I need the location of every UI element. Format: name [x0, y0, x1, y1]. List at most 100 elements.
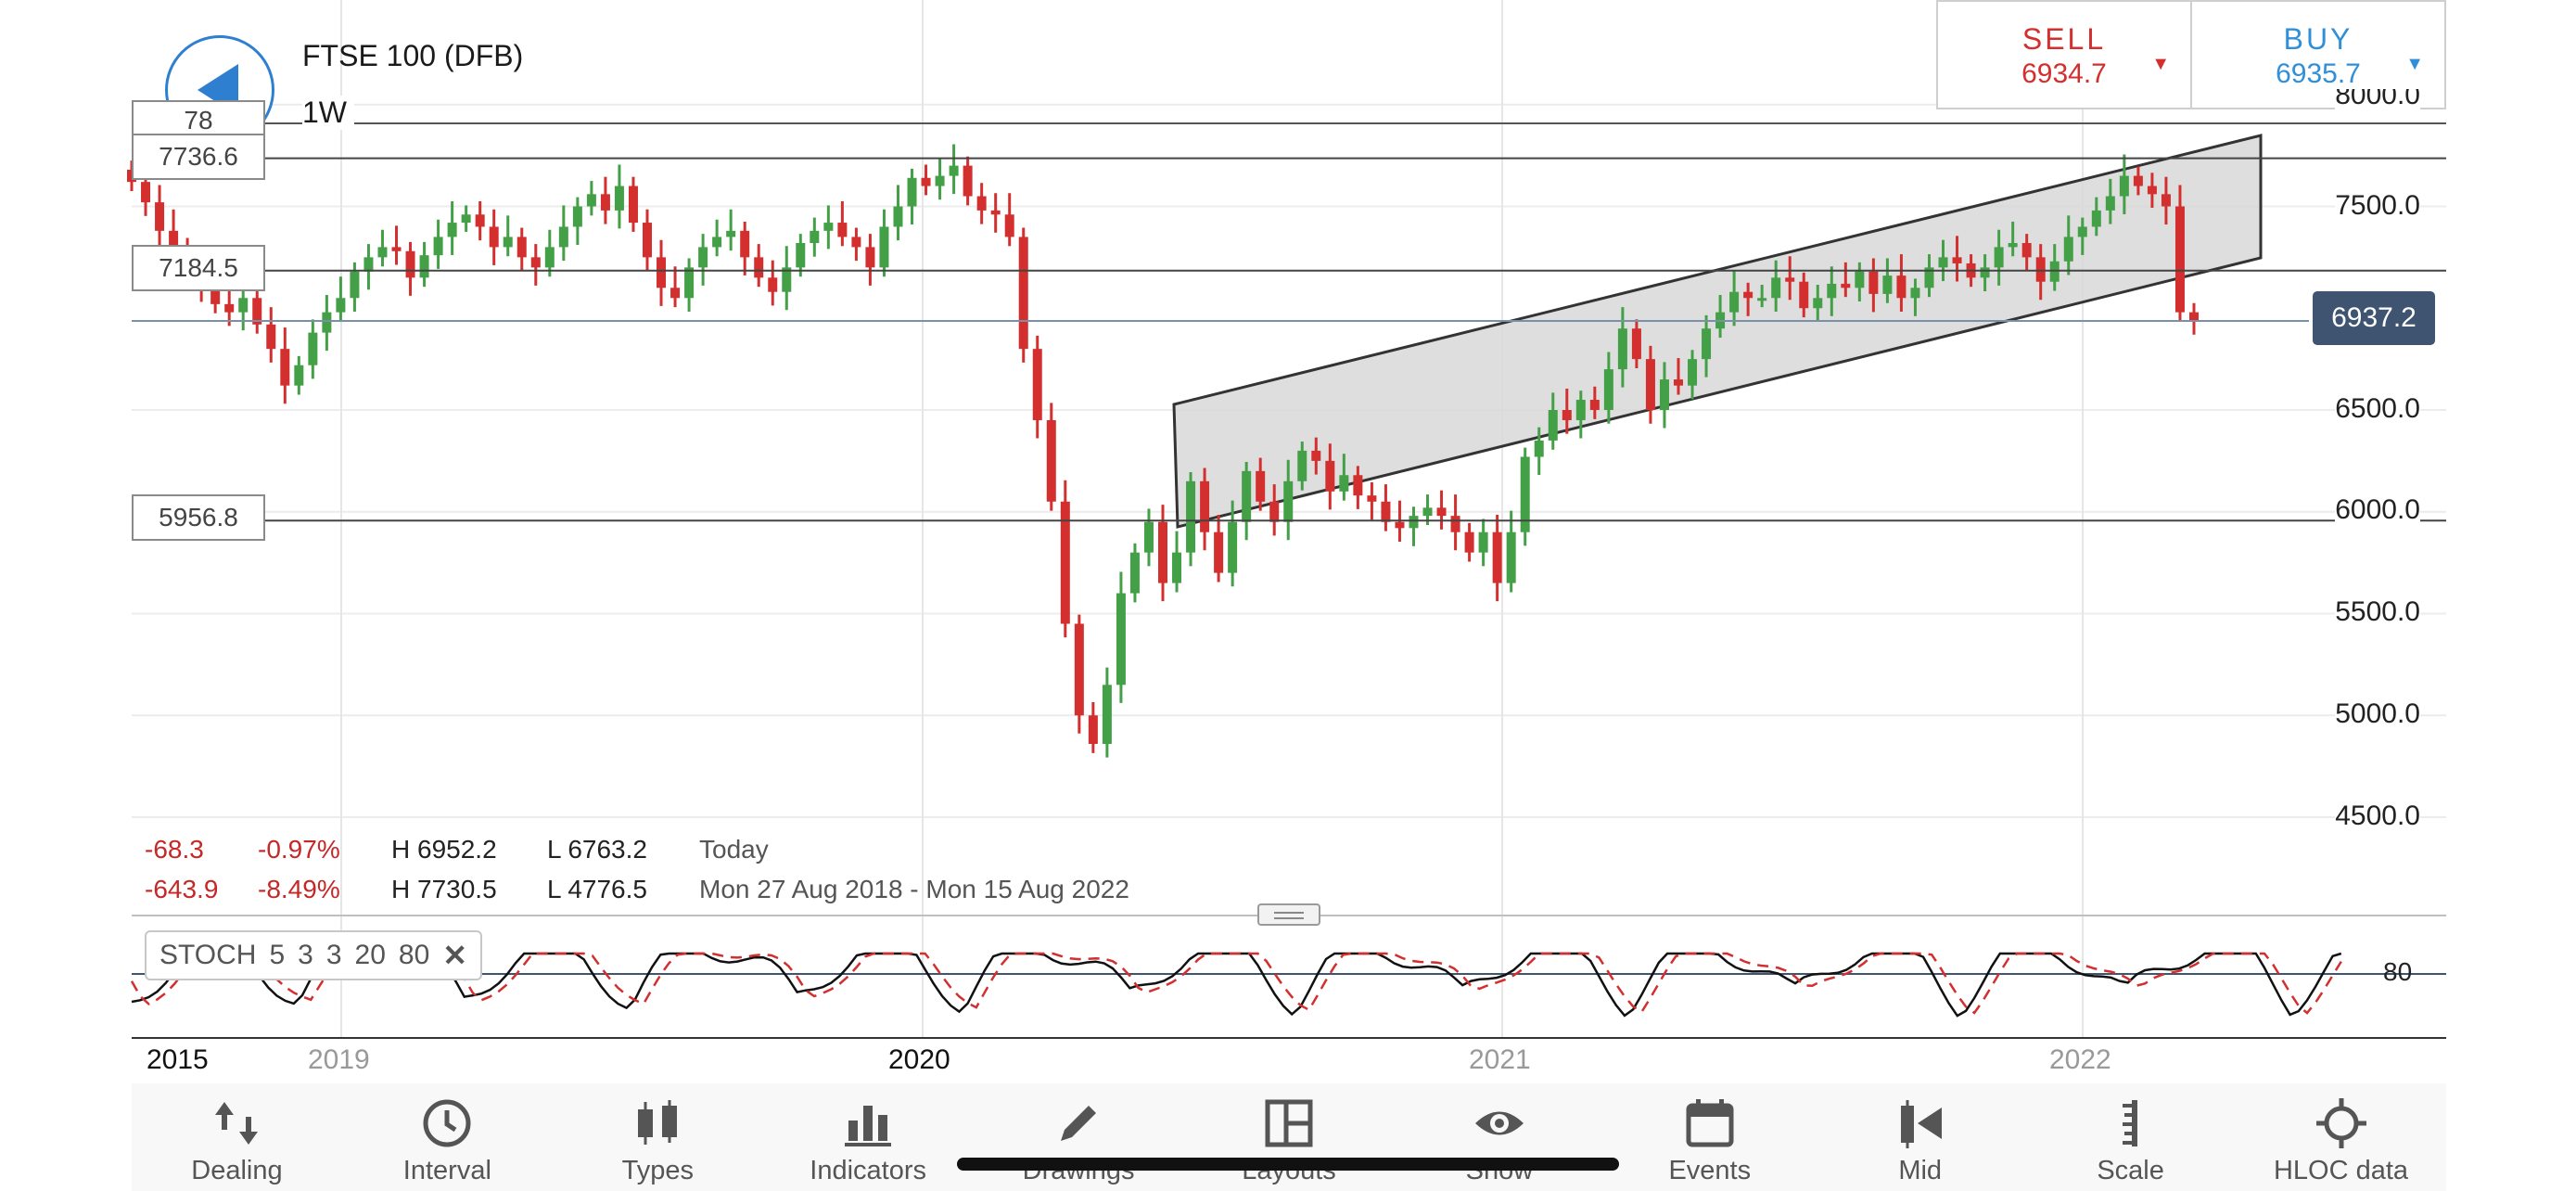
- sell-dropdown-icon[interactable]: ▼: [2151, 54, 2170, 74]
- candle: [2008, 243, 2018, 248]
- candles-icon: [638, 1100, 678, 1145]
- range-low: L 4776.5: [547, 875, 647, 903]
- candle: [1534, 440, 1544, 457]
- tab-drawings[interactable]: Drawings: [974, 1083, 1184, 1191]
- candle: [586, 194, 596, 207]
- tab-dealing[interactable]: Dealing: [132, 1083, 342, 1191]
- range-change: -643.9: [145, 875, 219, 903]
- price-tick: 6000.0: [2335, 494, 2420, 526]
- candle: [1659, 379, 1669, 410]
- level-box-5956[interactable]: 5956.8: [132, 494, 265, 541]
- close-icon[interactable]: ✕: [442, 939, 468, 972]
- candle: [210, 283, 221, 304]
- time-label: 2020: [888, 1044, 950, 1075]
- sell-button[interactable]: SELL 6934.7 ▼: [1938, 2, 2190, 108]
- candle: [2105, 196, 2115, 211]
- candle: [336, 298, 346, 313]
- candle: [1129, 552, 1140, 594]
- candle: [572, 206, 582, 227]
- level-box-7184[interactable]: 7184.5: [132, 245, 265, 291]
- candle: [1004, 214, 1014, 237]
- candle: [1172, 552, 1182, 583]
- candle: [1116, 593, 1126, 685]
- time-label: 2015: [147, 1044, 209, 1075]
- bar-chart-icon: [845, 1106, 892, 1146]
- candle: [461, 214, 471, 224]
- candle: [1409, 516, 1419, 529]
- tab-layouts[interactable]: Layouts: [1184, 1083, 1395, 1191]
- candle: [308, 332, 318, 365]
- candle: [1994, 247, 2004, 268]
- candle: [1214, 531, 1224, 573]
- stoch-name: STOCH: [159, 940, 257, 970]
- price-tick: 7500.0: [2335, 190, 2420, 222]
- candle: [1520, 456, 1530, 532]
- candle: [1242, 470, 1252, 522]
- candle: [1395, 521, 1405, 529]
- candle: [614, 186, 624, 211]
- instrument-title: FTSE 100 (DFB): [302, 39, 524, 72]
- candle: [1422, 507, 1433, 517]
- candle: [1186, 480, 1196, 553]
- time-axis[interactable]: 2015 2019 2020 2021 2022: [132, 1037, 2446, 1087]
- time-label: 2019: [308, 1044, 370, 1075]
- candle: [1032, 349, 1042, 420]
- candle: [1771, 277, 1781, 299]
- today-pct: -0.97%: [258, 835, 340, 864]
- range-high: H 7730.5: [391, 875, 497, 903]
- candle: [1562, 410, 1572, 420]
- tab-label: HLOC data: [2273, 1156, 2409, 1185]
- interval-label[interactable]: 1W: [302, 96, 354, 130]
- candle: [1674, 379, 1683, 386]
- tab-show[interactable]: Show: [1394, 1083, 1604, 1191]
- candle: [2035, 257, 2046, 282]
- candle: [1603, 369, 1613, 410]
- candle: [1785, 277, 1795, 282]
- candle: [1589, 400, 1600, 410]
- stats-today: -68.3 -0.97% H 6952.2 L 6763.2 Today: [145, 835, 769, 864]
- candle: [1743, 291, 1753, 299]
- price-tick: 5500.0: [2335, 596, 2420, 628]
- scale-icon: [2122, 1100, 2137, 1146]
- candle: [1060, 501, 1070, 624]
- tab-hloc-data[interactable]: HLOC data: [2236, 1083, 2446, 1191]
- candle: [1339, 475, 1349, 492]
- candle: [851, 237, 861, 248]
- candle: [2147, 186, 2157, 195]
- candle: [1548, 410, 1558, 441]
- tab-interval[interactable]: Interval: [342, 1083, 553, 1191]
- candle: [1381, 501, 1391, 522]
- today-low: L 6763.2: [547, 835, 647, 864]
- price-tick: 5000.0: [2335, 698, 2420, 730]
- tab-mid[interactable]: Mid: [1815, 1083, 2025, 1191]
- buy-dropdown-icon[interactable]: ▼: [2405, 54, 2424, 74]
- candle: [712, 237, 722, 248]
- tab-indicators[interactable]: Indicators: [763, 1083, 974, 1191]
- stoch-indicator-label[interactable]: STOCH 5 3 3 20 80 ✕: [145, 930, 483, 980]
- candle: [1882, 275, 1893, 294]
- candle: [600, 194, 610, 211]
- candle: [768, 277, 778, 292]
- candle: [976, 196, 987, 211]
- eye-icon: [1474, 1111, 1524, 1135]
- candle: [377, 247, 388, 258]
- candle: [2133, 175, 2143, 186]
- candle: [1910, 288, 1920, 299]
- candle: [544, 247, 555, 268]
- sell-label: SELL: [2021, 22, 2107, 56]
- candle: [447, 223, 457, 237]
- level-box-7736[interactable]: 7736.6: [132, 134, 265, 180]
- candle: [1924, 267, 1934, 288]
- time-label: 2021: [1469, 1044, 1531, 1075]
- candle: [684, 267, 695, 299]
- panel-resize-handle[interactable]: [1257, 903, 1320, 926]
- candle: [810, 230, 820, 244]
- stoch-param: 3: [298, 940, 313, 970]
- candle: [1436, 507, 1447, 517]
- candle: [657, 257, 667, 288]
- tab-types[interactable]: Types: [553, 1083, 763, 1191]
- tab-scale[interactable]: Scale: [2025, 1083, 2236, 1191]
- tab-events[interactable]: Events: [1604, 1083, 1815, 1191]
- buy-button[interactable]: BUY 6935.7 ▼: [2190, 2, 2444, 108]
